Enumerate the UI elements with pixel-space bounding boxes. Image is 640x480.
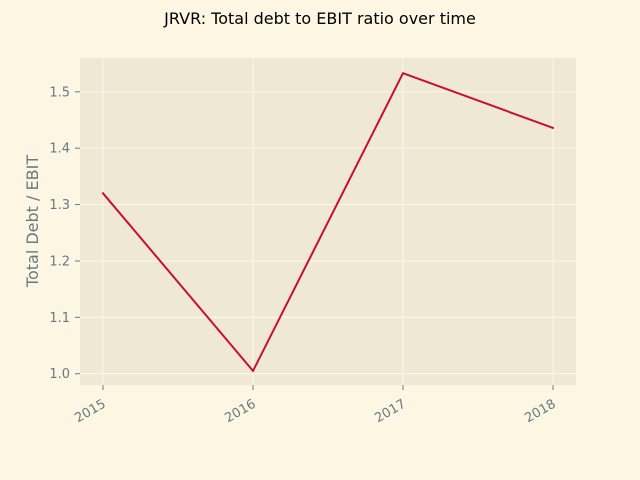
y-tick-label: 1.5 — [49, 85, 70, 100]
series-layer — [102, 72, 554, 372]
data-point — [102, 192, 104, 195]
data-point — [252, 369, 254, 372]
data-point — [552, 126, 554, 129]
y-tick-label: 1.3 — [49, 198, 70, 213]
y-tick-label: 1.4 — [49, 142, 70, 157]
grid-lines — [80, 58, 576, 385]
y-tick-label: 1.2 — [49, 254, 70, 269]
y-tick-label: 1.1 — [49, 311, 70, 326]
y-tick-label: 1.0 — [49, 367, 70, 382]
chart-title: JRVR: Total debt to EBIT ratio over time — [163, 9, 476, 28]
series-line — [102, 72, 554, 372]
data-point — [402, 72, 404, 75]
y-axis-label: Total Debt / EBIT — [23, 155, 42, 288]
